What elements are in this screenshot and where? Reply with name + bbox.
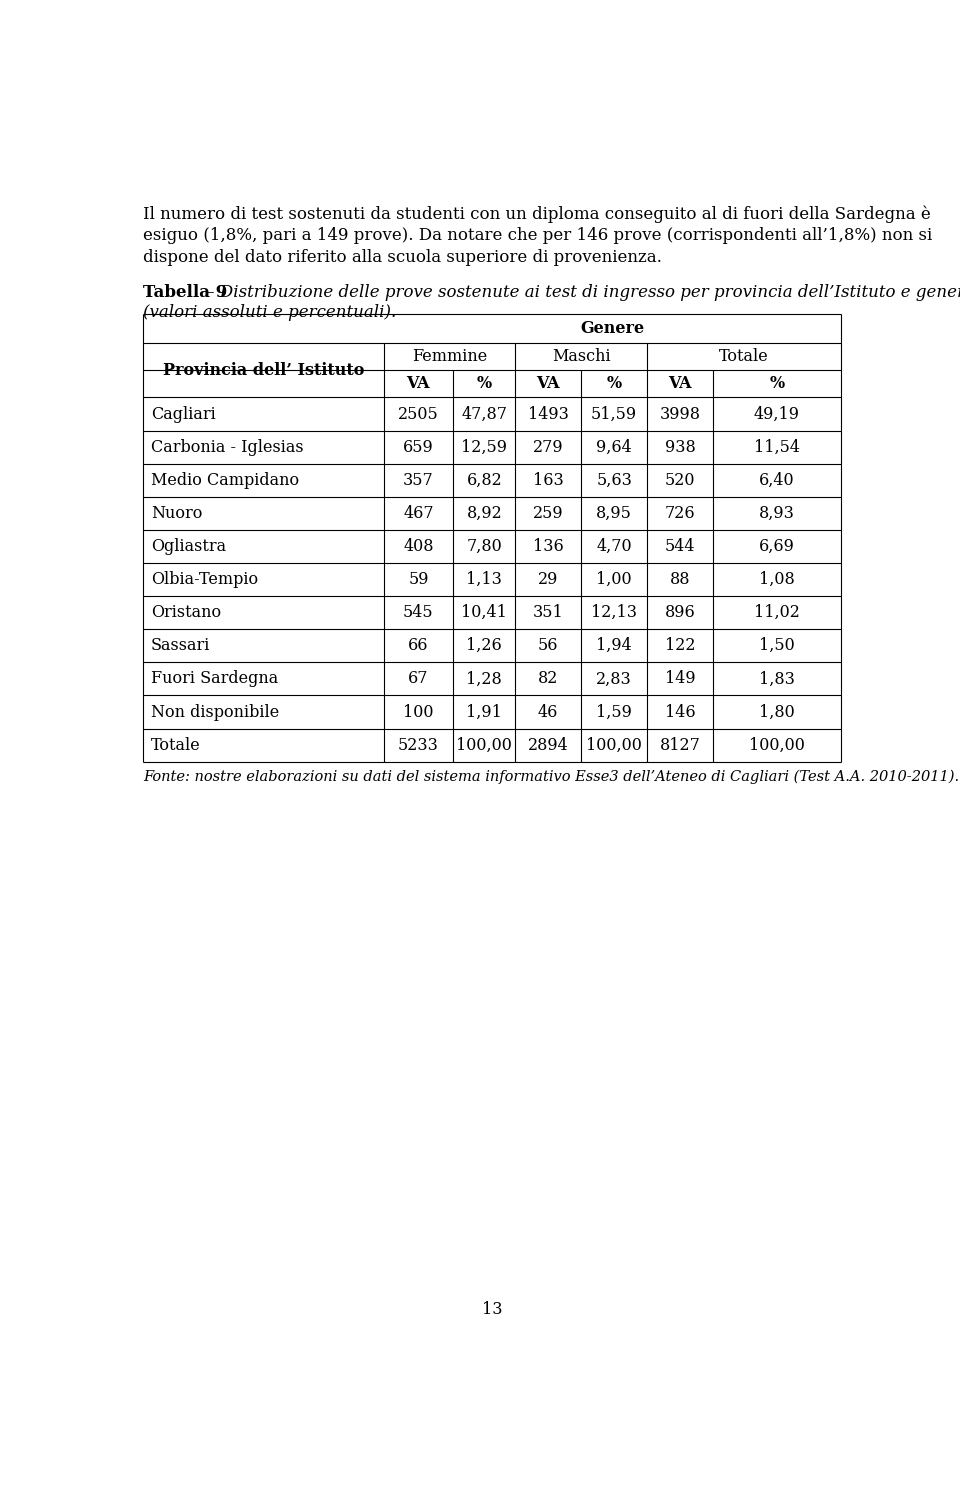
Text: 11,54: 11,54 — [754, 438, 800, 456]
Text: 726: 726 — [664, 505, 695, 522]
Text: 29: 29 — [538, 571, 559, 589]
Text: Olbia-Tempio: Olbia-Tempio — [151, 571, 258, 589]
Text: Genere: Genere — [580, 320, 644, 337]
Text: Nuoro: Nuoro — [151, 505, 203, 522]
Text: 10,41: 10,41 — [462, 605, 507, 621]
Text: 88: 88 — [670, 571, 690, 589]
Text: 1,59: 1,59 — [596, 703, 632, 721]
Text: Totale: Totale — [719, 347, 769, 365]
Text: 82: 82 — [538, 670, 559, 687]
Text: dispone del dato riferito alla scuola superiore di provenienza.: dispone del dato riferito alla scuola su… — [143, 249, 662, 265]
Text: 5233: 5233 — [398, 736, 439, 754]
Text: 351: 351 — [533, 605, 564, 621]
Text: 1,28: 1,28 — [467, 670, 502, 687]
Text: 408: 408 — [403, 538, 434, 554]
Text: 6,82: 6,82 — [467, 472, 502, 489]
Text: 8,92: 8,92 — [467, 505, 502, 522]
Text: Sassari: Sassari — [151, 638, 210, 654]
Text: 100: 100 — [403, 703, 434, 721]
Text: 46: 46 — [538, 703, 559, 721]
Text: 1,13: 1,13 — [467, 571, 502, 589]
Text: 67: 67 — [408, 670, 428, 687]
Text: 100,00: 100,00 — [587, 736, 642, 754]
Text: 544: 544 — [664, 538, 695, 554]
Text: Ogliastra: Ogliastra — [151, 538, 227, 554]
Text: Il numero di test sostenuti da studenti con un diploma conseguito al di fuori de: Il numero di test sostenuti da studenti … — [143, 206, 931, 223]
Text: 12,13: 12,13 — [591, 605, 637, 621]
Text: Maschi: Maschi — [552, 347, 611, 365]
Text: 467: 467 — [403, 505, 434, 522]
Text: Cagliari: Cagliari — [151, 405, 216, 423]
Text: Carbonia - Iglesias: Carbonia - Iglesias — [151, 438, 303, 456]
Text: 357: 357 — [403, 472, 434, 489]
Text: Fonte: nostre elaborazioni su dati del sistema informativo Esse3 dell’Ateneo di : Fonte: nostre elaborazioni su dati del s… — [143, 769, 959, 784]
Text: Tabella 9: Tabella 9 — [143, 285, 228, 301]
Text: %: % — [477, 375, 492, 392]
Text: 2,83: 2,83 — [596, 670, 632, 687]
Text: 8127: 8127 — [660, 736, 701, 754]
Text: 1,26: 1,26 — [467, 638, 502, 654]
Text: 47,87: 47,87 — [461, 405, 507, 423]
Text: Medio Campidano: Medio Campidano — [151, 472, 300, 489]
Text: VA: VA — [537, 375, 560, 392]
Text: VA: VA — [668, 375, 692, 392]
Text: 2894: 2894 — [528, 736, 568, 754]
Text: 122: 122 — [664, 638, 695, 654]
Text: 1493: 1493 — [528, 405, 568, 423]
Text: Fuori Sardegna: Fuori Sardegna — [151, 670, 278, 687]
Text: Oristano: Oristano — [151, 605, 221, 621]
Text: 13: 13 — [482, 1301, 502, 1317]
Text: 7,80: 7,80 — [467, 538, 502, 554]
Text: 51,59: 51,59 — [591, 405, 637, 423]
Text: 896: 896 — [664, 605, 695, 621]
Text: (valori assoluti e percentuali).: (valori assoluti e percentuali). — [143, 304, 396, 322]
Text: – Distribuzione delle prove sostenute ai test di ingresso per provincia dell’Ist: – Distribuzione delle prove sostenute ai… — [202, 285, 960, 301]
Text: 49,19: 49,19 — [754, 405, 800, 423]
Text: 1,94: 1,94 — [596, 638, 632, 654]
Text: 1,50: 1,50 — [759, 638, 795, 654]
Text: 6,69: 6,69 — [758, 538, 795, 554]
Text: Provincia dell’ Istituto: Provincia dell’ Istituto — [162, 362, 364, 378]
Text: 2505: 2505 — [398, 405, 439, 423]
Text: 8,95: 8,95 — [596, 505, 632, 522]
Text: 6,40: 6,40 — [759, 472, 795, 489]
Text: 545: 545 — [403, 605, 434, 621]
Text: 4,70: 4,70 — [596, 538, 632, 554]
Text: 8,93: 8,93 — [758, 505, 795, 522]
Text: 5,63: 5,63 — [596, 472, 632, 489]
Text: 279: 279 — [533, 438, 564, 456]
Text: 1,08: 1,08 — [759, 571, 795, 589]
Text: 3998: 3998 — [660, 405, 701, 423]
Text: 163: 163 — [533, 472, 564, 489]
Text: %: % — [607, 375, 622, 392]
Text: 100,00: 100,00 — [749, 736, 804, 754]
Text: 11,02: 11,02 — [754, 605, 800, 621]
Text: 66: 66 — [408, 638, 428, 654]
Text: 659: 659 — [403, 438, 434, 456]
Text: 520: 520 — [664, 472, 695, 489]
Text: 1,83: 1,83 — [758, 670, 795, 687]
Text: 136: 136 — [533, 538, 564, 554]
Text: 146: 146 — [664, 703, 695, 721]
Text: 100,00: 100,00 — [456, 736, 513, 754]
Text: 259: 259 — [533, 505, 564, 522]
Text: 12,59: 12,59 — [461, 438, 507, 456]
Text: 938: 938 — [664, 438, 695, 456]
Text: Totale: Totale — [151, 736, 201, 754]
Text: %: % — [769, 375, 784, 392]
Text: 1,00: 1,00 — [596, 571, 632, 589]
Text: 149: 149 — [664, 670, 695, 687]
Text: Non disponibile: Non disponibile — [151, 703, 279, 721]
Text: VA: VA — [407, 375, 430, 392]
Text: 1,91: 1,91 — [467, 703, 502, 721]
Text: 1,80: 1,80 — [759, 703, 795, 721]
Text: 59: 59 — [408, 571, 428, 589]
Text: esiguo (1,8%, pari a 149 prove). Da notare che per 146 prove (corrispondenti all: esiguo (1,8%, pari a 149 prove). Da nota… — [143, 228, 932, 244]
Text: Femmine: Femmine — [412, 347, 487, 365]
Text: 9,64: 9,64 — [596, 438, 632, 456]
Text: 56: 56 — [538, 638, 559, 654]
